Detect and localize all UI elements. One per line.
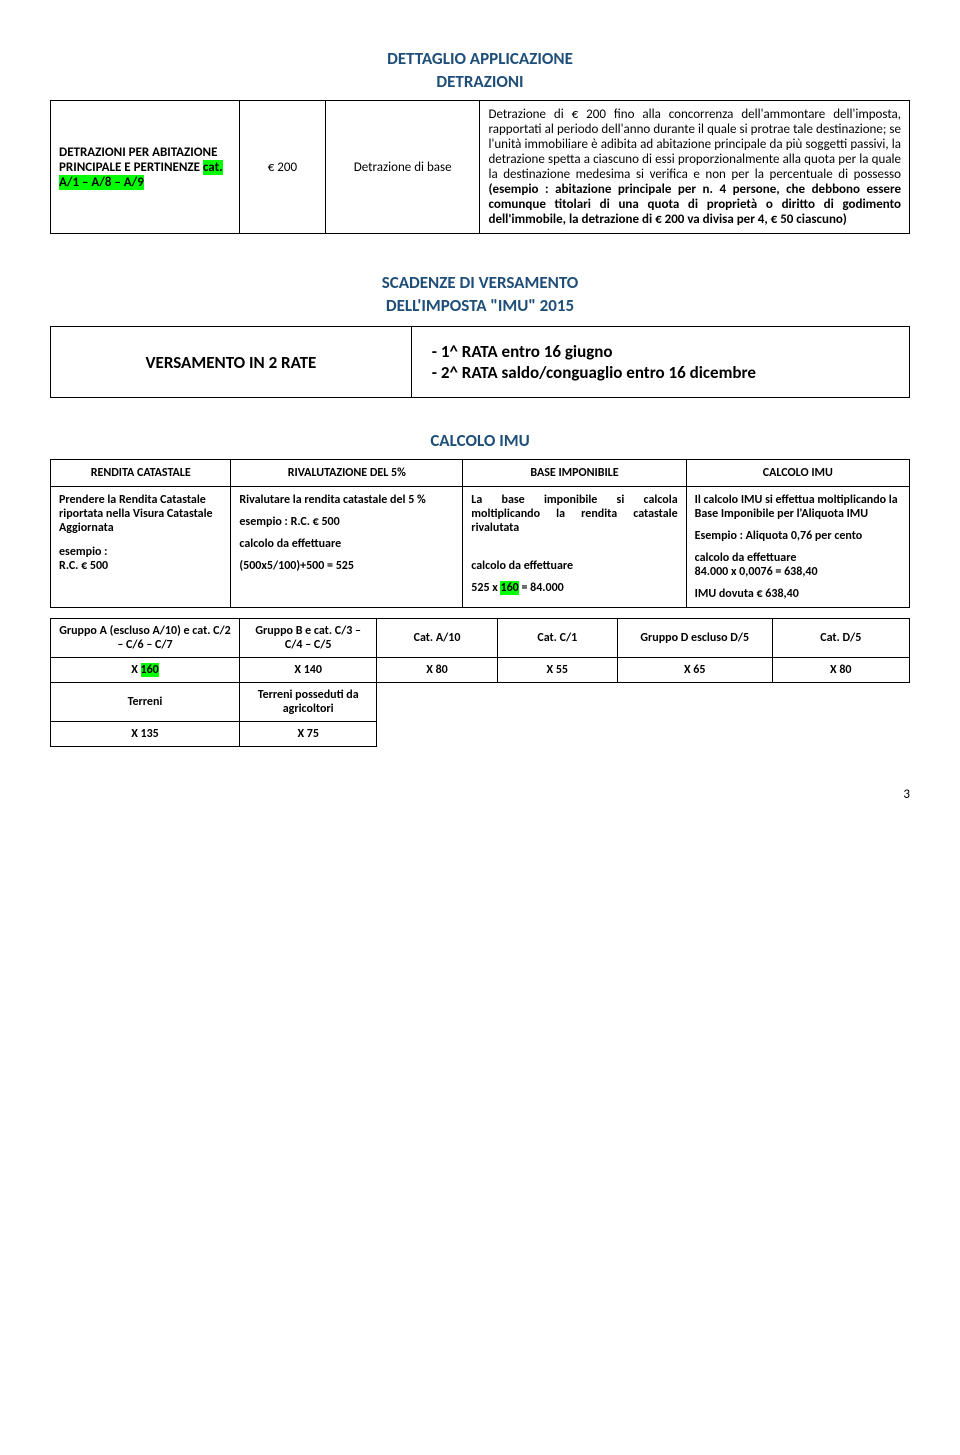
mult-h2: Gruppo B e cat. C/3 – C/4 – C/5 [239, 619, 376, 658]
detrazioni-left-prefix: DETRAZIONI PER ABITAZIONE PRINCIPALE E P… [59, 145, 217, 175]
calcolo-c4-p3: calcolo da effettuare [695, 551, 901, 565]
detrazioni-desc-bold: (esempio : abitazione principale per n. … [488, 182, 901, 227]
mult-r2c2: Terreni posseduti da agricoltori [239, 683, 376, 722]
mult-r1c1a: X [131, 663, 140, 677]
scadenze-rata2: 2^ RATA saldo/conguaglio entro 16 dicemb… [432, 362, 889, 383]
mult-r3c1: X 135 [51, 722, 240, 747]
mult-h4: Cat. C/1 [497, 619, 617, 658]
calcolo-c3-p3a: 525 x [471, 581, 500, 595]
mult-h5: Gruppo D escluso D/5 [617, 619, 772, 658]
detrazioni-desc-text: Detrazione di € 200 fino alla concorrenz… [488, 107, 901, 182]
detrazioni-table: DETRAZIONI PER ABITAZIONE PRINCIPALE E P… [50, 100, 910, 234]
scadenze-table: VERSAMENTO IN 2 RATE 1^ RATA entro 16 gi… [50, 326, 910, 398]
calcolo-h1: RENDITA CATASTALE [51, 460, 231, 487]
calcolo-c1-p1: Prendere la Rendita Catastale riportata … [59, 493, 222, 535]
calcolo-c4-p4: 84.000 x 0,0076 = 638,40 [695, 565, 901, 579]
calcolo-c2-p4: (500x5/100)+500 = 525 [239, 559, 454, 573]
mult-r1c2: X 140 [239, 658, 376, 683]
calcolo-c3-p3b: 160 [500, 581, 518, 595]
calcolo-h4: CALCOLO IMU [686, 460, 909, 487]
scadenze-right: 1^ RATA entro 16 giugno 2^ RATA saldo/co… [411, 327, 909, 398]
mult-h1: Gruppo A (escluso A/10) e cat. C/2 – C/6… [51, 619, 240, 658]
mult-r2c1: Terreni [51, 683, 240, 722]
calcolo-title: CALCOLO IMU [50, 430, 910, 451]
calcolo-c2-p1: Rivalutare la rendita catastale del 5 % [239, 493, 454, 507]
calcolo-c4-p5: IMU dovuta € 638,40 [695, 587, 901, 601]
mult-r1c3: X 80 [377, 658, 497, 683]
calcolo-c3-p2: calcolo da effettuare [471, 559, 677, 573]
dettaglio-title-1: DETTAGLIO APPLICAZIONE [50, 48, 910, 69]
scadenze-rata1: 1^ RATA entro 16 giugno [432, 341, 889, 362]
calcolo-c1-p3: R.C. € 500 [59, 559, 222, 573]
mult-r1c1b: 160 [141, 663, 159, 677]
calcolo-c2: Rivalutare la rendita catastale del 5 % … [231, 487, 463, 608]
mult-h3: Cat. A/10 [377, 619, 497, 658]
calcolo-c3: La base imponibile si calcola moltiplica… [463, 487, 686, 608]
calcolo-c3-p1: La base imponibile si calcola moltiplica… [471, 493, 677, 535]
mult-r1c5: X 65 [617, 658, 772, 683]
calcolo-table: RENDITA CATASTALE RIVALUTAZIONE DEL 5% B… [50, 459, 910, 608]
calcolo-c1-p2: esempio : [59, 545, 222, 559]
mult-r1c6: X 80 [772, 658, 909, 683]
calcolo-c3-p3: 525 x 160 = 84.000 [471, 581, 677, 595]
detrazioni-left-cell: DETRAZIONI PER ABITAZIONE PRINCIPALE E P… [51, 101, 240, 234]
calcolo-c1: Prendere la Rendita Catastale riportata … [51, 487, 231, 608]
calcolo-c2-p3: calcolo da effettuare [239, 537, 454, 551]
calcolo-c3-p3c: = 84.000 [519, 581, 564, 595]
scadenze-left: VERSAMENTO IN 2 RATE [51, 327, 412, 398]
detrazioni-desc: Detrazione di € 200 fino alla concorrenz… [480, 101, 910, 234]
calcolo-c4: Il calcolo IMU si effettua moltiplicando… [686, 487, 909, 608]
calcolo-c4-p1: Il calcolo IMU si effettua moltiplicando… [695, 493, 901, 521]
dettaglio-title-2: DETRAZIONI [50, 71, 910, 92]
mult-r1c4: X 55 [497, 658, 617, 683]
detrazioni-amount: € 200 [239, 101, 325, 234]
calcolo-h3: BASE IMPONIBILE [463, 460, 686, 487]
multiplier-table: Gruppo A (escluso A/10) e cat. C/2 – C/6… [50, 618, 910, 747]
mult-r3c2: X 75 [239, 722, 376, 747]
calcolo-h2: RIVALUTAZIONE DEL 5% [231, 460, 463, 487]
scadenze-left-text: VERSAMENTO IN 2 RATE [145, 352, 316, 373]
detrazioni-base-label: Detrazione di base [325, 101, 480, 234]
calcolo-c2-p2: esempio : R.C. € 500 [239, 515, 454, 529]
mult-h6: Cat. D/5 [772, 619, 909, 658]
mult-r1c1: X 160 [51, 658, 240, 683]
calcolo-c4-p2: Esempio : Aliquota 0,76 per cento [695, 529, 901, 543]
scadenze-title-2: DELL'IMPOSTA "IMU" 2015 [50, 295, 910, 316]
mult-empty [377, 683, 910, 747]
page-number: 3 [50, 787, 910, 802]
scadenze-title-1: SCADENZE DI VERSAMENTO [50, 272, 910, 293]
